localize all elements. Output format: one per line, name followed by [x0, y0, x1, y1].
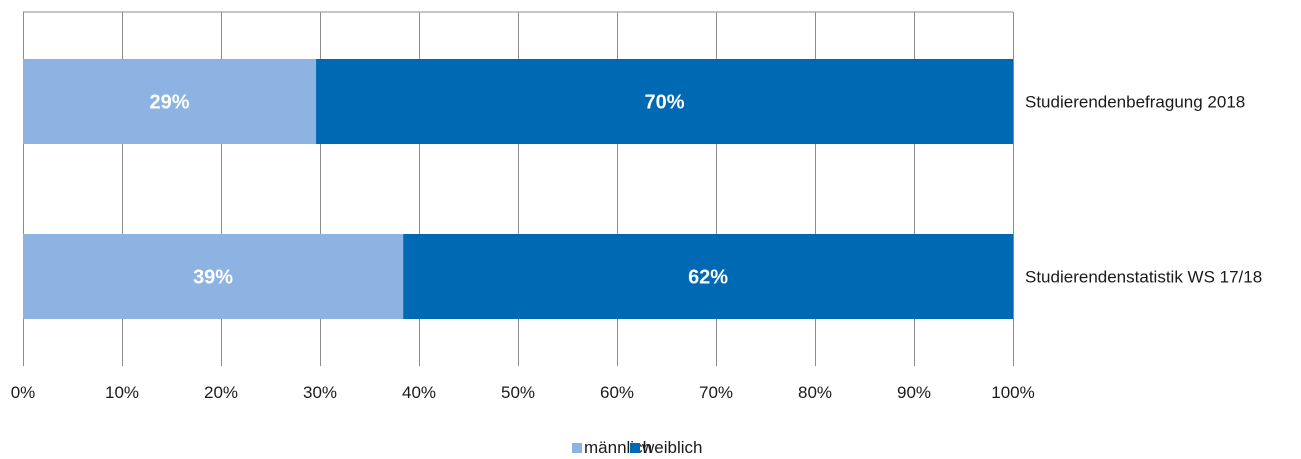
category-label: Studierendenstatistik WS 17/18	[1025, 268, 1262, 287]
x-axis: 0% 10% 20% 30% 40% 50% 60% 70% 80% 90% 100%	[11, 383, 1035, 402]
x-tick-label: 20%	[204, 383, 238, 402]
data-label: 39%	[193, 267, 233, 289]
bar-maennlich	[23, 234, 404, 319]
x-tick-label: 10%	[105, 383, 139, 402]
x-tick-label: 30%	[303, 383, 337, 402]
data-labels: 29% 70% 39% 62%	[150, 92, 729, 289]
x-tick-label: 80%	[798, 383, 832, 402]
data-label: 62%	[688, 267, 728, 289]
category-label: Studierendenbefragung 2018	[1025, 93, 1245, 112]
bar-maennlich	[23, 59, 317, 144]
legend-swatch	[572, 443, 582, 453]
x-tick-label: 40%	[402, 383, 436, 402]
data-label: 29%	[150, 92, 190, 114]
bar-weiblich	[316, 59, 1013, 144]
x-tick-label: 50%	[501, 383, 535, 402]
data-label: 70%	[645, 92, 685, 114]
x-tick-label: 90%	[897, 383, 931, 402]
bar-weiblich	[403, 234, 1013, 319]
legend-swatch	[630, 443, 640, 453]
legend-label: weiblich	[641, 438, 702, 457]
category-labels: Studierendenbefragung 2018 Studierendenst…	[1025, 93, 1262, 287]
x-tick-label: 60%	[600, 383, 634, 402]
bars	[23, 59, 1013, 319]
x-tick-label: 0%	[11, 383, 36, 402]
x-tick-label: 100%	[991, 383, 1034, 402]
x-tick-label: 70%	[699, 383, 733, 402]
